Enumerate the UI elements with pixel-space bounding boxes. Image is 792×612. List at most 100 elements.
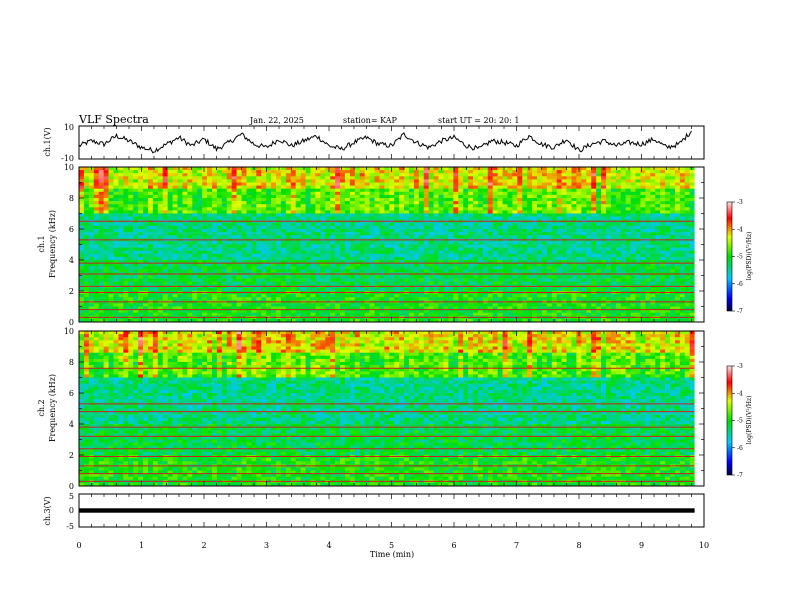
spectrogram-cell <box>561 263 567 267</box>
spectrogram-cell <box>443 232 449 236</box>
spectrogram-cell <box>679 241 686 245</box>
spectrogram-cell <box>369 244 375 248</box>
spectrogram-cell <box>566 250 572 255</box>
spectrogram-cell <box>138 210 144 214</box>
spectrogram-cell <box>468 170 474 174</box>
spectrogram-cell <box>246 179 252 183</box>
spectrogram-cell <box>152 194 159 199</box>
spectrogram-cell <box>630 250 636 255</box>
spectrogram-cell <box>645 170 651 174</box>
spectrogram-cell <box>103 207 109 211</box>
spectrogram-cell <box>418 173 425 177</box>
spectrogram-cell <box>335 222 341 227</box>
spectrogram-cell <box>369 278 375 282</box>
spectrogram-cell <box>177 191 183 196</box>
spectrogram-cell <box>138 287 144 292</box>
spectrogram-cell <box>679 210 686 214</box>
spectrogram-cell <box>408 275 415 279</box>
spectrogram-cell <box>211 182 218 186</box>
spectrogram-cell <box>349 266 356 270</box>
spectrogram-cell <box>453 247 459 251</box>
spectrogram-cell <box>295 247 301 251</box>
spectrogram-cell <box>630 185 636 189</box>
spectrogram-cell <box>202 263 208 267</box>
spectrogram-cell <box>517 253 523 258</box>
spectrogram-cell <box>202 269 208 273</box>
spectrogram-cell <box>650 207 656 211</box>
spectrogram-cell <box>532 204 538 208</box>
spectrogram-cell <box>423 191 429 196</box>
spectrogram-cell <box>389 170 395 174</box>
spectrogram-cell <box>665 179 671 183</box>
spectrogram-cell <box>276 198 282 202</box>
spectrogram-cell <box>290 269 296 273</box>
spectrogram-cell <box>310 216 316 220</box>
spectrogram-cell <box>487 185 493 189</box>
spectrogram-cell <box>241 244 247 248</box>
spectrogram-cell <box>197 256 203 261</box>
spectrogram-cell <box>399 191 405 196</box>
spectrogram-cell <box>128 250 134 255</box>
spectrogram-cell <box>413 253 420 258</box>
spectrogram-cell <box>369 207 375 211</box>
spectrogram-cell <box>512 204 518 208</box>
spectrogram-cell <box>423 260 429 264</box>
spectrogram-cell <box>630 281 636 286</box>
spectrogram-cell <box>477 281 484 286</box>
spectrogram-cell <box>344 278 351 282</box>
spectrogram-cell <box>266 188 272 193</box>
spectrogram-cell <box>320 235 326 239</box>
spectrogram-cell <box>408 269 415 273</box>
spectrogram-cell <box>118 263 124 267</box>
spectrogram-cell <box>482 222 489 227</box>
spectrogram-cell <box>625 269 631 273</box>
spectrogram-cell <box>502 232 508 236</box>
spectrogram-cell <box>428 250 434 255</box>
spectrogram-cell <box>482 207 489 211</box>
spectrogram-cell <box>689 176 695 180</box>
spectrogram-cell <box>133 281 139 286</box>
spectrogram-cell <box>389 250 395 255</box>
spectrogram-cell <box>418 266 425 270</box>
spectrogram-cell <box>354 281 361 286</box>
spectrogram-cell <box>453 173 459 177</box>
spectrogram-cell <box>211 269 218 273</box>
spectrogram-cell <box>537 188 543 193</box>
spectrogram-cell <box>551 182 558 186</box>
spectrogram-cell <box>551 213 558 217</box>
spectrogram-cell <box>394 194 400 199</box>
spectrogram-cell <box>453 225 459 230</box>
spectrogram-cell <box>453 229 459 233</box>
spectrogram-cell <box>576 213 582 217</box>
spectrogram-cell <box>635 266 641 270</box>
spectrogram-cell <box>586 170 592 174</box>
spectrogram-cell <box>596 263 602 267</box>
spectrogram-cell <box>630 244 636 248</box>
spectrogram-cell <box>349 229 356 233</box>
spectrogram-cell <box>571 213 577 217</box>
spectrogram-cell <box>650 213 656 217</box>
spectrogram-cell <box>98 213 104 217</box>
spectrogram-cell <box>670 241 676 245</box>
spectrogram-cell <box>93 266 99 270</box>
spectrogram-cell <box>408 204 415 208</box>
spectrogram-cell <box>359 185 365 189</box>
spectrogram-cell <box>463 182 469 186</box>
spectrogram-cell <box>423 185 429 189</box>
spectrogram-cell <box>315 198 321 202</box>
spectrogram-cell <box>384 269 390 273</box>
spectrogram-cell <box>103 182 109 186</box>
spectrogram-cell <box>359 213 365 217</box>
spectrogram-cell <box>576 253 582 258</box>
spectrogram-cell <box>202 250 208 255</box>
spectrogram-cell <box>202 201 208 205</box>
spectrogram-cell <box>315 216 321 220</box>
spectrogram-cell <box>492 216 498 220</box>
spectrogram-cell <box>645 266 651 270</box>
spectrogram-cell <box>448 229 454 233</box>
spectrogram-cell <box>374 188 380 193</box>
spectrogram-cell <box>177 260 183 264</box>
spectrogram-cell <box>241 278 247 282</box>
spectrogram-cell <box>438 250 444 255</box>
spectrogram-cell <box>482 269 489 273</box>
